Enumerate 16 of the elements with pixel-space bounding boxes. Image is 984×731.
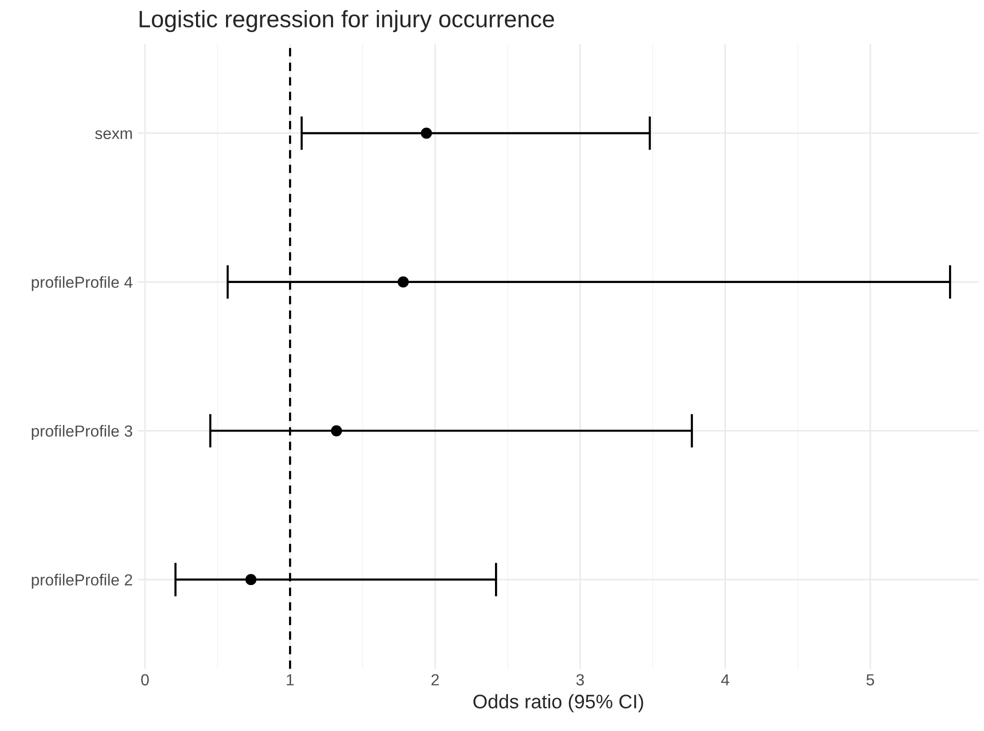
y-tick-label: sexm: [95, 130, 132, 140]
x-tick-label: 3: [576, 674, 584, 686]
x-tick-label: 0: [141, 674, 149, 686]
y-tick-label: profileProfile 3: [32, 424, 132, 440]
x-tick-label: 4: [721, 674, 730, 686]
y-tick-label: profileProfile 2: [32, 574, 132, 589]
y-tick-label: profileProfile 4: [32, 276, 132, 292]
chart-title: Logistic regression for injury occurrence: [140, 10, 554, 32]
point: [330, 425, 342, 436]
x-tick-label: 2: [431, 674, 439, 686]
x-tick-label: 1: [286, 674, 294, 686]
x-tick-label: 5: [866, 674, 874, 686]
point: [245, 574, 256, 586]
point: [398, 276, 409, 288]
point: [420, 128, 432, 139]
x-axis-title: Odds ratio (95% CI): [473, 694, 644, 712]
